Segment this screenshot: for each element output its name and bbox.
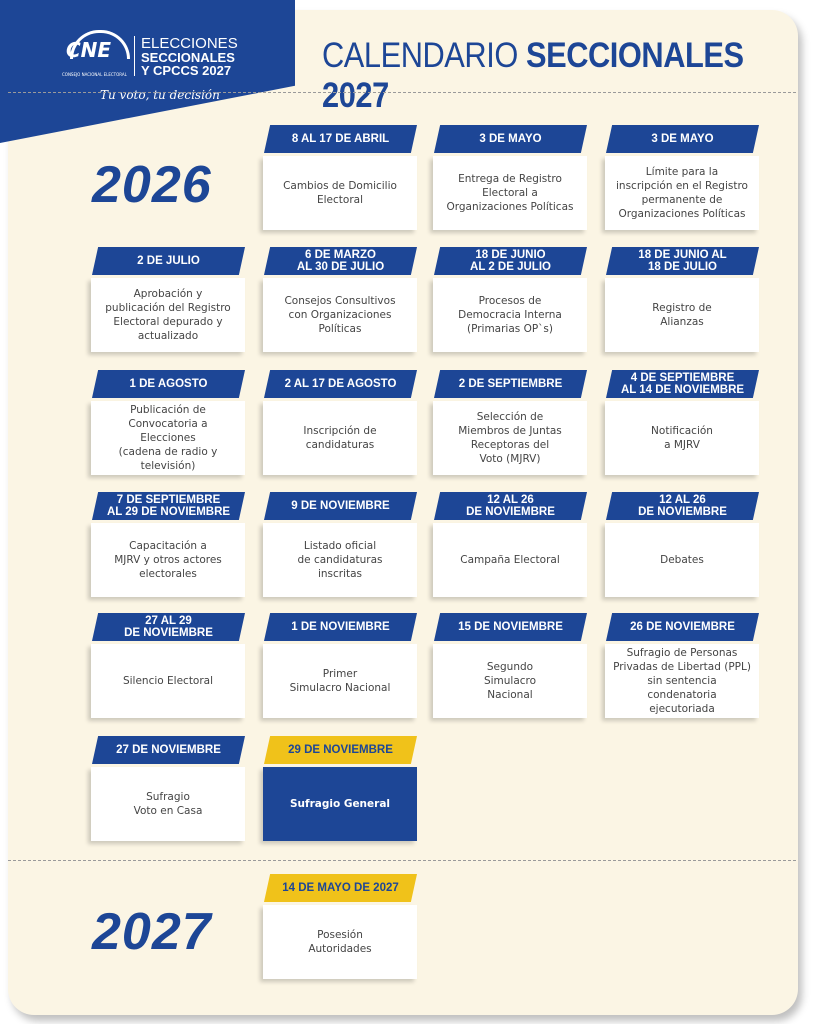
event-card: 18 DE JUNIO AL 2 DE JULIO Procesos de Dem… xyxy=(433,247,587,352)
event-description: Primer Simulacro Nacional xyxy=(263,644,417,718)
logo-line1: ELECCIONES xyxy=(141,35,238,52)
event-description: Publicación de Convocatoria a Elecciones… xyxy=(91,401,245,475)
event-description: Capacitación a MJRV y otros actores elec… xyxy=(91,523,245,597)
event-date: 1 DE NOVIEMBRE xyxy=(264,613,417,641)
event-date: 2 DE JULIO xyxy=(92,247,245,275)
event-card: 2 DE JULIO Aprobación y publicación del R… xyxy=(91,247,245,352)
cne-logo-banner: CNE CONSEJO NACIONAL ELECTORAL ELECCIONE… xyxy=(0,0,295,143)
event-card: 1 DE NOVIEMBRE Primer Simulacro Nacional xyxy=(263,613,417,718)
event-date: 12 AL 26 DE NOVIEMBRE xyxy=(434,492,587,520)
event-description: Registro de Alianzas xyxy=(605,278,759,352)
event-description: Silencio Electoral xyxy=(91,644,245,718)
event-date: 9 DE NOVIEMBRE xyxy=(264,492,417,520)
event-date: 8 AL 17 DE ABRIL xyxy=(264,125,417,153)
event-card: 1 DE AGOSTO Publicación de Convocatoria a… xyxy=(91,370,245,475)
event-description: Entrega de Registro Electoral a Organiza… xyxy=(433,156,587,230)
cne-org-name: CONSEJO NACIONAL ELECTORAL xyxy=(62,72,127,77)
event-description: Sufragio Voto en Casa xyxy=(91,767,245,841)
logo-line2: SECCIONALES xyxy=(141,50,235,65)
event-card: 9 DE NOVIEMBRE Listado oficial de candida… xyxy=(263,492,417,597)
event-description: Sufragio de Personas Privadas de Liberta… xyxy=(605,644,759,718)
event-description: Segundo Simulacro Nacional xyxy=(433,644,587,718)
event-date: 2 AL 17 DE AGOSTO xyxy=(264,370,417,398)
slogan: Tu voto, tu decisión xyxy=(100,88,220,102)
event-date: 14 DE MAYO DE 2027 xyxy=(264,874,417,902)
event-date: 3 DE MAYO xyxy=(434,125,587,153)
event-date: 1 DE AGOSTO xyxy=(92,370,245,398)
event-date: 6 DE MARZO AL 30 DE JULIO xyxy=(264,247,417,275)
event-date: 4 DE SEPTIEMBRE AL 14 DE NOVIEMBRE xyxy=(606,370,759,398)
event-description: Consejos Consultivos con Organizaciones … xyxy=(263,278,417,352)
event-card: 7 DE SEPTIEMBRE AL 29 DE NOVIEMBRE Capaci… xyxy=(91,492,245,597)
event-description: Notificación a MJRV xyxy=(605,401,759,475)
divider xyxy=(8,860,796,861)
event-card: 3 DE MAYO Límite para la inscripción en e… xyxy=(605,125,759,230)
event-card: 27 AL 29 DE NOVIEMBRE Silencio Electoral xyxy=(91,613,245,718)
title-bold: SECCIONALES 2027 xyxy=(322,36,744,115)
event-description: Inscripción de candidaturas xyxy=(263,401,417,475)
event-date: 29 DE NOVIEMBRE xyxy=(264,736,417,764)
event-description: Sufragio General xyxy=(263,767,417,841)
event-description: Límite para la inscripción en el Registr… xyxy=(605,156,759,230)
event-card: 18 DE JUNIO AL 18 DE JULIO Registro de Al… xyxy=(605,247,759,352)
event-card: 12 AL 26 DE NOVIEMBRE Debates xyxy=(605,492,759,597)
event-date: 27 DE NOVIEMBRE xyxy=(92,736,245,764)
cne-acronym: CNE xyxy=(66,38,112,62)
event-description: Selección de Miembros de Juntas Receptor… xyxy=(433,401,587,475)
event-description: Aprobación y publicación del Registro El… xyxy=(91,278,245,352)
year-2027: 2027 xyxy=(92,903,212,961)
event-description: Campaña Electoral xyxy=(433,523,587,597)
event-description: Posesión Autoridades xyxy=(263,905,417,979)
event-card: 29 DE NOVIEMBRE Sufragio General xyxy=(263,736,417,841)
event-card: 2 DE SEPTIEMBRE Selección de Miembros de … xyxy=(433,370,587,475)
event-card: 3 DE MAYO Entrega de Registro Electoral a… xyxy=(433,125,587,230)
event-date: 26 DE NOVIEMBRE xyxy=(606,613,759,641)
event-card: 2 AL 17 DE AGOSTO Inscripción de candidat… xyxy=(263,370,417,475)
event-date: 2 DE SEPTIEMBRE xyxy=(434,370,587,398)
event-date: 7 DE SEPTIEMBRE AL 29 DE NOVIEMBRE xyxy=(92,492,245,520)
divider xyxy=(8,92,796,93)
event-date: 27 AL 29 DE NOVIEMBRE xyxy=(92,613,245,641)
event-card: 8 AL 17 DE ABRIL Cambios de Domicilio Ele… xyxy=(263,125,417,230)
event-card: 15 DE NOVIEMBRE Segundo Simulacro Naciona… xyxy=(433,613,587,718)
event-date: 18 DE JUNIO AL 2 DE JULIO xyxy=(434,247,587,275)
event-date: 15 DE NOVIEMBRE xyxy=(434,613,587,641)
event-description: Listado oficial de candidaturas inscrita… xyxy=(263,523,417,597)
event-description: Procesos de Democracia Interna (Primaria… xyxy=(433,278,587,352)
event-card: 26 DE NOVIEMBRE Sufragio de Personas Priv… xyxy=(605,613,759,718)
logo-divider xyxy=(134,36,135,76)
event-date: 12 AL 26 DE NOVIEMBRE xyxy=(606,492,759,520)
event-card: 4 DE SEPTIEMBRE AL 14 DE NOVIEMBRE Notifi… xyxy=(605,370,759,475)
event-description: Cambios de Domicilio Electoral xyxy=(263,156,417,230)
logo-line3: Y CPCCS 2027 xyxy=(141,63,232,78)
event-date: 3 DE MAYO xyxy=(606,125,759,153)
title-light: CALENDARIO xyxy=(322,36,518,75)
event-description: Debates xyxy=(605,523,759,597)
event-date: 18 DE JUNIO AL 18 DE JULIO xyxy=(606,247,759,275)
event-card: 6 DE MARZO AL 30 DE JULIO Consejos Consul… xyxy=(263,247,417,352)
year-2026: 2026 xyxy=(92,156,212,214)
event-card: 27 DE NOVIEMBRE Sufragio Voto en Casa xyxy=(91,736,245,841)
page-title: CALENDARIO SECCIONALES 2027 xyxy=(322,36,760,116)
event-card: 12 AL 26 DE NOVIEMBRE Campaña Electoral xyxy=(433,492,587,597)
event-card: 14 DE MAYO DE 2027 Posesión Autoridades xyxy=(263,874,417,979)
